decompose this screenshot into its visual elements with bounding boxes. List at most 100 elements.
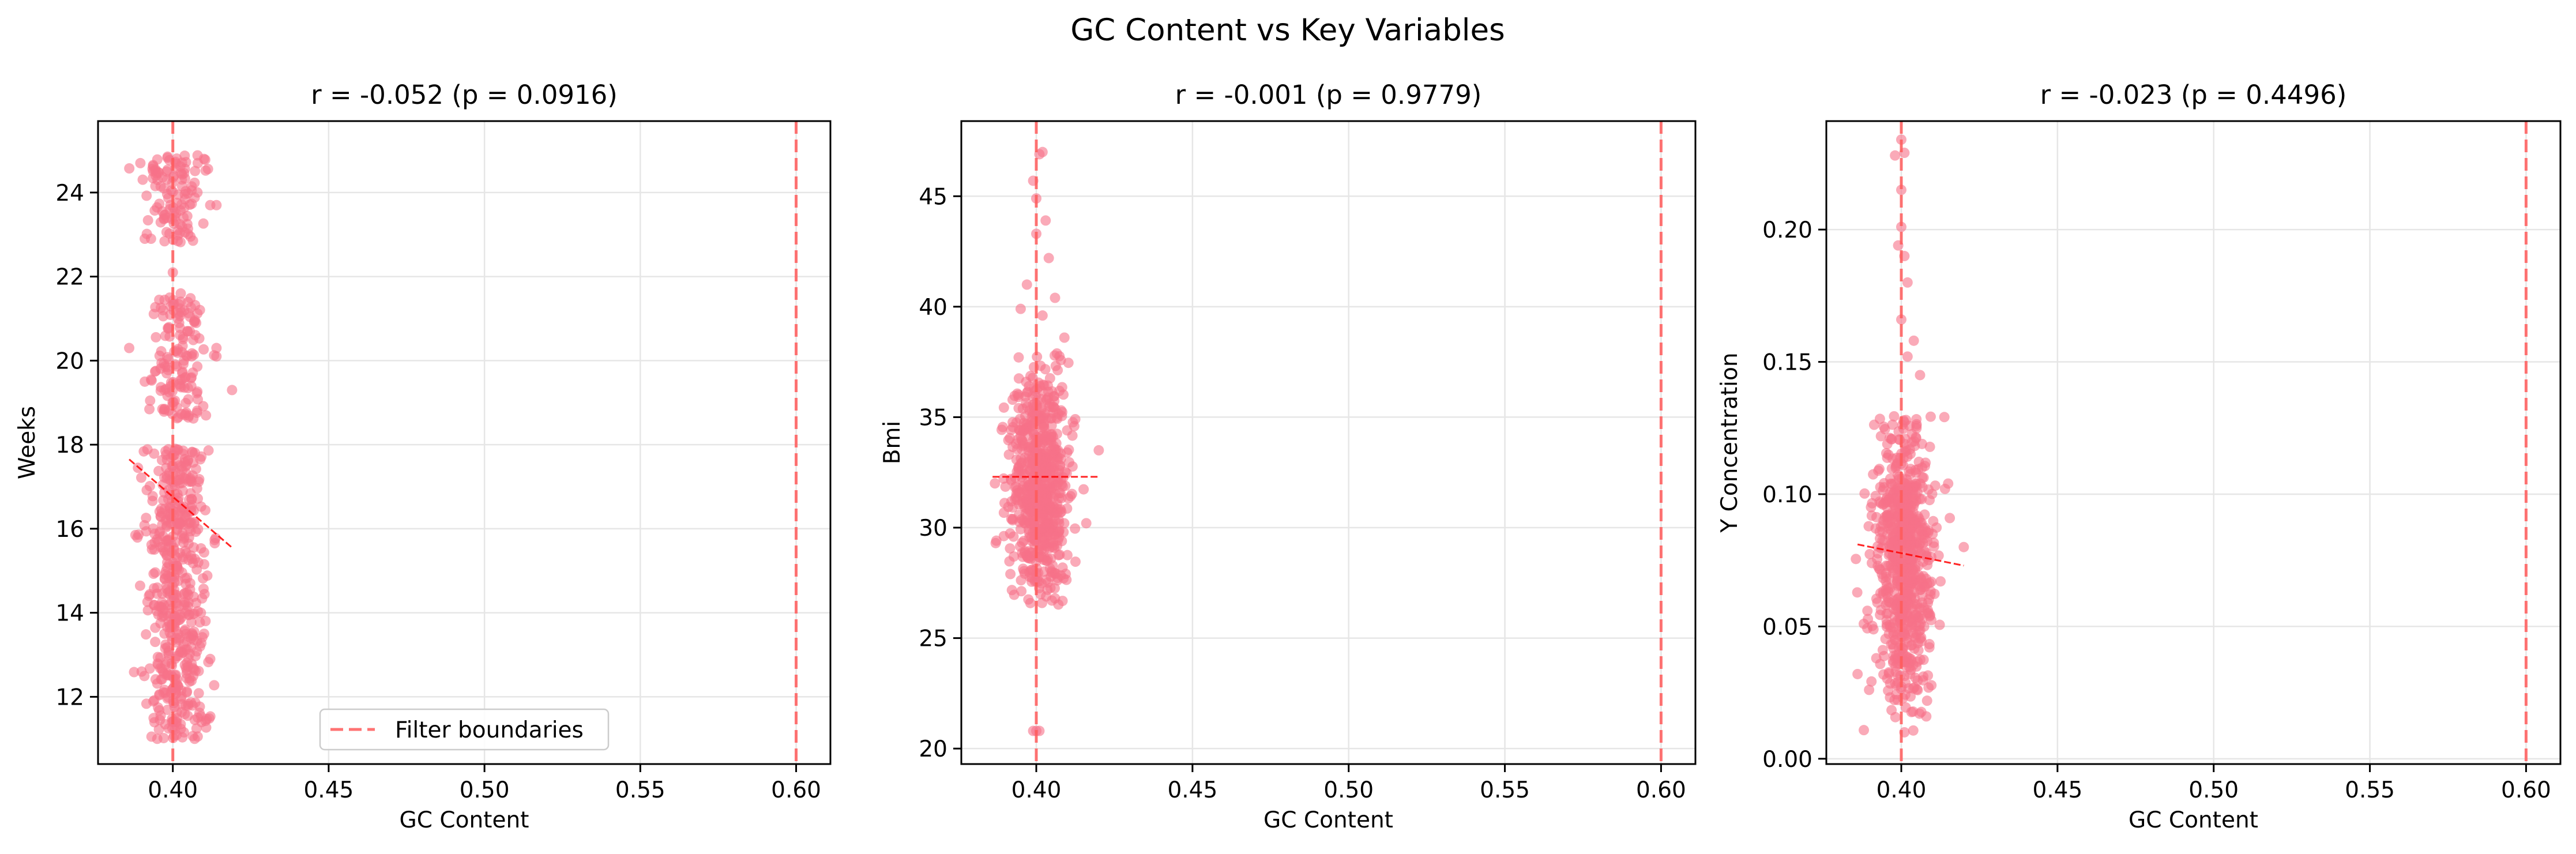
x-tick-label: 0.45 — [303, 777, 354, 803]
data-point — [1036, 540, 1047, 551]
data-point — [161, 227, 172, 238]
y-tick-label: 16 — [55, 517, 84, 543]
data-point — [1035, 464, 1046, 475]
data-point — [1926, 615, 1936, 626]
data-point — [191, 723, 202, 734]
data-point — [161, 669, 172, 680]
data-point — [1908, 725, 1919, 736]
data-point — [1059, 332, 1070, 343]
data-point — [150, 567, 161, 578]
data-point — [124, 163, 135, 174]
y-tick-label: 20 — [55, 348, 84, 374]
data-point — [190, 165, 201, 176]
data-point — [149, 528, 160, 539]
data-point — [1905, 553, 1916, 564]
data-point — [144, 404, 155, 415]
data-point — [1043, 253, 1054, 264]
data-point — [186, 302, 197, 313]
data-point — [1018, 469, 1029, 480]
data-point — [1059, 518, 1070, 529]
data-point — [1017, 403, 1028, 414]
figure-title: GC Content vs Key Variables — [1070, 13, 1505, 48]
data-point — [1896, 314, 1907, 325]
data-point — [1021, 550, 1032, 560]
data-point — [1018, 424, 1029, 435]
data-point — [1920, 581, 1931, 592]
data-point — [1881, 512, 1892, 523]
data-point — [197, 593, 208, 604]
x-axis-label: GC Content — [400, 807, 529, 833]
data-point — [1864, 548, 1875, 559]
data-point — [1877, 526, 1888, 537]
data-point — [159, 358, 170, 369]
data-point — [1878, 422, 1889, 432]
data-point — [1033, 432, 1044, 443]
data-point — [1056, 407, 1067, 417]
data-point — [186, 494, 197, 505]
data-point — [136, 472, 146, 483]
data-point — [149, 544, 160, 555]
data-point — [167, 481, 178, 492]
data-point — [175, 288, 186, 299]
data-point — [182, 326, 193, 337]
data-point — [157, 404, 168, 415]
data-point — [1890, 712, 1901, 723]
data-point — [1881, 447, 1891, 458]
data-point — [1885, 521, 1896, 532]
data-point — [141, 526, 152, 537]
x-tick-label: 0.40 — [1011, 777, 1062, 803]
scatter-panel-3: 0.40 0.45 0.50 0.55 0.60 0.00 0.05 0.10 0.15 0.20… — [1717, 80, 2562, 833]
data-point — [198, 218, 209, 229]
data-point — [1908, 335, 1919, 346]
x-tick-label: 0.55 — [1480, 777, 1530, 803]
data-point — [1915, 370, 1926, 381]
data-point — [1908, 683, 1919, 694]
data-point — [1883, 560, 1894, 571]
y-tick-label: 0.20 — [1762, 217, 1812, 243]
y-tick-label: 12 — [55, 684, 84, 710]
data-point — [182, 710, 193, 721]
y-axis-label: Y Concentration — [1717, 352, 1743, 533]
panel-title: r = -0.052 (p = 0.0916) — [311, 80, 618, 110]
data-point — [1031, 445, 1042, 456]
data-point — [163, 193, 174, 204]
data-point — [153, 724, 164, 735]
data-point — [1067, 430, 1078, 441]
data-point — [1903, 589, 1914, 600]
data-point — [1859, 488, 1870, 499]
y-tick-label: 20 — [919, 736, 947, 762]
trend-line — [129, 458, 233, 548]
grid — [98, 121, 830, 764]
x-tick-label: 0.50 — [2188, 777, 2239, 803]
data-point — [1866, 502, 1876, 513]
data-point — [1069, 421, 1080, 432]
data-point — [186, 502, 197, 513]
data-point — [1887, 419, 1898, 430]
data-point — [1005, 569, 1016, 580]
data-point — [211, 200, 222, 210]
data-point — [163, 509, 174, 520]
data-point — [151, 332, 161, 343]
data-point — [1062, 550, 1073, 560]
data-point — [1035, 360, 1046, 371]
data-point — [1056, 382, 1067, 393]
data-point — [162, 151, 173, 162]
data-point — [1920, 461, 1931, 472]
data-point — [180, 597, 191, 608]
data-point — [1005, 543, 1016, 554]
data-point — [1021, 496, 1032, 507]
data-point — [1906, 706, 1917, 717]
data-point — [1875, 481, 1886, 492]
data-point — [1016, 586, 1027, 597]
data-point — [202, 164, 213, 175]
data-point — [186, 381, 197, 392]
data-point — [183, 394, 194, 405]
data-point — [148, 309, 159, 319]
data-point — [1048, 529, 1059, 540]
data-point — [1013, 487, 1024, 498]
data-point — [1928, 516, 1939, 526]
data-point — [1934, 619, 1945, 630]
y-tick-label: 14 — [55, 601, 84, 627]
data-point — [197, 632, 208, 643]
legend: Filter boundaries — [319, 708, 610, 751]
